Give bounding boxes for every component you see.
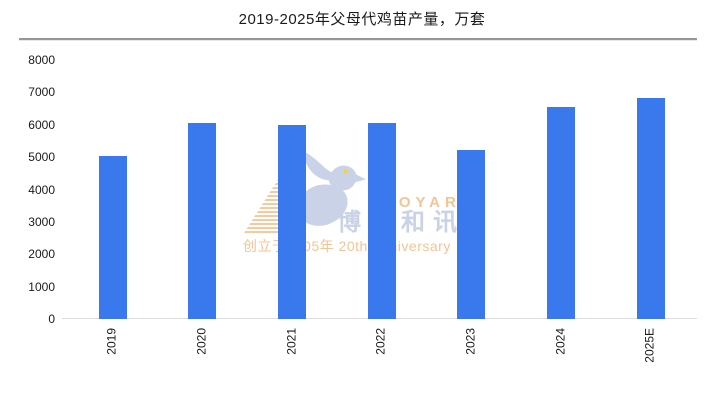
y-tick-label: 5000 [28, 150, 55, 165]
x-axis-label-2022: 2022 [374, 328, 389, 355]
bar-2022 [367, 123, 396, 319]
y-tick-label: 4000 [28, 182, 55, 197]
bar-2021 [277, 125, 306, 319]
bar-2025E [636, 97, 665, 319]
bar-2024 [546, 106, 575, 319]
chart-title: 2019-2025年父母代鸡苗产量，万套 [238, 11, 486, 28]
y-tick-label: 8000 [28, 53, 55, 67]
dove-eye [343, 169, 348, 174]
x-axis-label-2025E: 2025E [643, 328, 657, 363]
y-tick-label: 0 [48, 312, 55, 326]
bar-2020 [188, 123, 217, 319]
y-tick-label: 7000 [28, 85, 55, 100]
y-tick-label: 6000 [28, 117, 55, 132]
x-axis-label-2019: 2019 [105, 328, 120, 355]
bar-2023 [457, 150, 486, 319]
watermark-tagline: 创立于2005年 20th Anniversary [243, 238, 451, 254]
bar-2019 [98, 155, 127, 319]
x-axis-label-2021: 2021 [284, 328, 299, 355]
y-tick-label: 2000 [28, 247, 55, 262]
y-tick-label: 1000 [28, 279, 55, 294]
y-tick-label: 3000 [28, 214, 55, 229]
x-axis-label-2024: 2024 [553, 328, 568, 355]
x-axis-label-2023: 2023 [463, 328, 478, 355]
x-axis-label-2020: 2020 [194, 328, 209, 355]
title-divider [19, 38, 697, 41]
watermark-brand-cn: 博亚和讯 [337, 209, 465, 236]
